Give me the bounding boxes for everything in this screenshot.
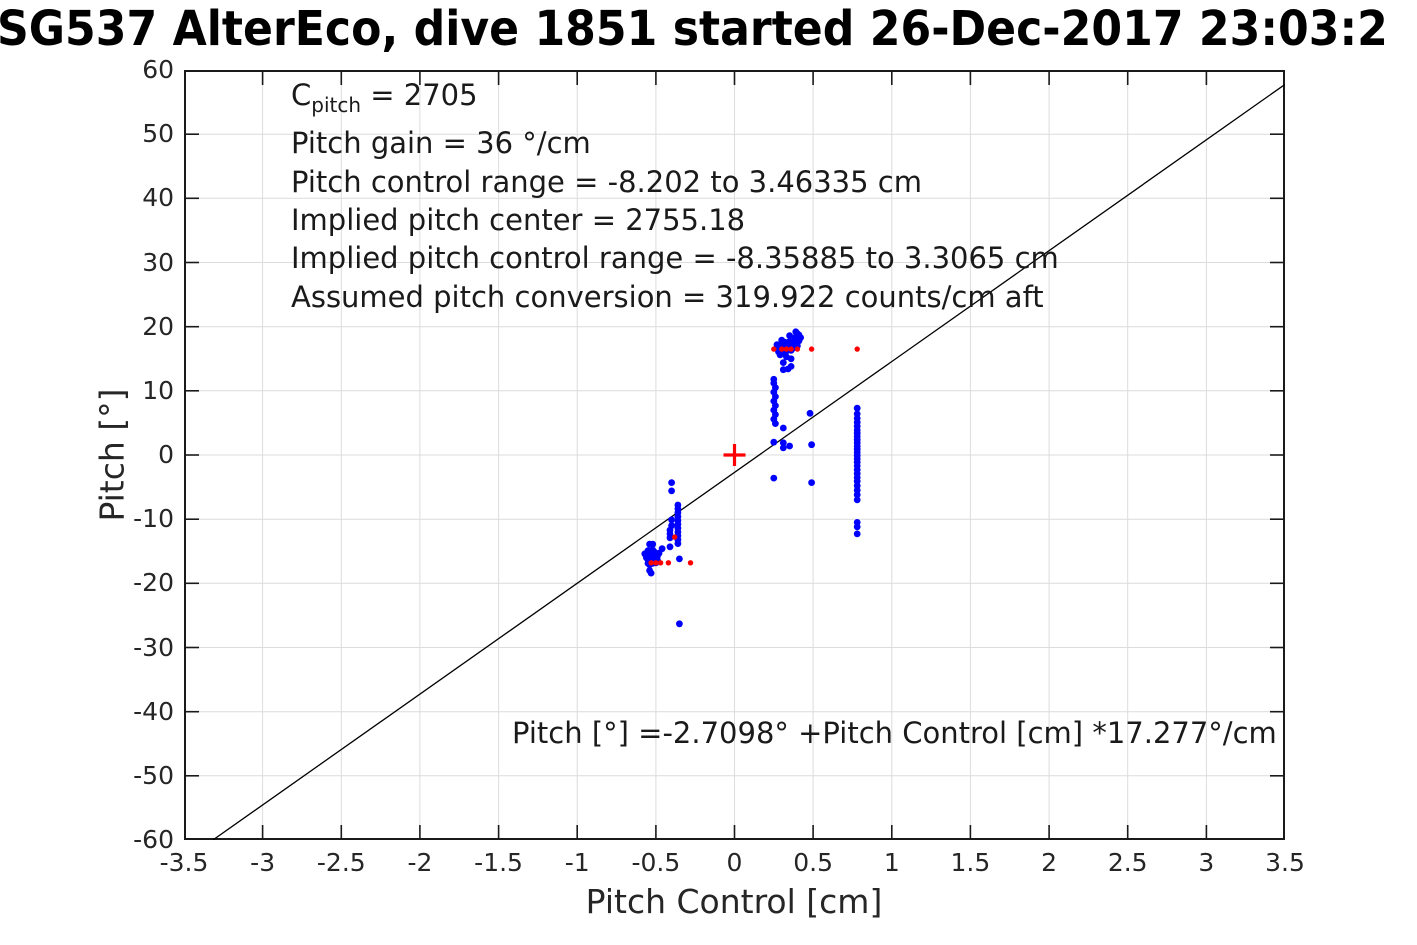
y-tick-label: 10 xyxy=(142,375,174,405)
data-point-blue_points xyxy=(797,334,804,341)
data-point-red_points xyxy=(648,560,654,566)
y-tick-label: 50 xyxy=(142,119,174,149)
calibration-info-line: Pitch gain = 36 °/cm xyxy=(291,126,591,161)
y-tick-label: 60 xyxy=(142,55,174,84)
data-point-blue_points xyxy=(772,420,779,427)
data-point-blue_points xyxy=(779,424,787,432)
x-tick-label: -1 xyxy=(564,848,590,877)
data-point-blue_points xyxy=(779,359,787,366)
data-point-red_points xyxy=(788,346,794,352)
fit-equation-label: Pitch [°] =-2.7098° +Pitch Control [cm] … xyxy=(512,716,1277,750)
y-tick-label: 0 xyxy=(158,440,174,469)
data-point-blue_points xyxy=(770,474,778,482)
data-point-blue_points xyxy=(668,522,675,529)
x-tick-label: 1.5 xyxy=(950,848,991,877)
plot-canvas xyxy=(184,70,1285,840)
data-point-blue_points xyxy=(666,543,674,551)
data-point-red_points xyxy=(794,346,801,352)
data-point-red_points xyxy=(687,560,694,566)
data-point-blue_points xyxy=(658,545,666,553)
x-tick-label: 0 xyxy=(726,848,743,877)
calibration-info-block: Cpitch = 2705 Pitch gain = 36 °/cm Pitch c… xyxy=(291,76,1059,316)
data-point-blue_points xyxy=(647,569,655,577)
data-point-red_points xyxy=(854,346,860,352)
y-tick-label: 30 xyxy=(142,247,174,277)
data-point-blue_points xyxy=(853,523,861,531)
x-tick-label: -1.5 xyxy=(474,848,523,877)
y-tick-label: -50 xyxy=(133,760,174,790)
data-point-blue_points xyxy=(786,332,793,339)
data-point-blue_points xyxy=(853,496,861,504)
x-tick-label: 2 xyxy=(1041,848,1058,877)
data-point-blue_points xyxy=(666,534,674,542)
axis-box xyxy=(184,70,1285,840)
data-point-blue_points xyxy=(668,487,675,495)
x-tick-label: -3 xyxy=(250,848,276,877)
data-point-red_points xyxy=(771,346,777,352)
x-tick-label: -2 xyxy=(407,848,433,877)
data-point-blue_points xyxy=(649,540,657,548)
data-point-red_points xyxy=(779,346,785,352)
data-point-blue_points xyxy=(853,404,861,412)
plot-area: Cpitch = 2705 Pitch gain = 36 °/cm Pitch c… xyxy=(184,70,1285,840)
data-point-blue_points xyxy=(808,441,815,449)
data-point-red_points xyxy=(783,346,790,352)
data-point-blue_points xyxy=(674,540,682,547)
data-point-blue_points xyxy=(808,479,815,486)
data-point-blue_points xyxy=(668,479,675,486)
data-point-blue_points xyxy=(676,555,683,563)
pitch-center-marker xyxy=(723,444,746,466)
y-axis-label: Pitch [°] xyxy=(92,388,132,522)
data-point-blue_points xyxy=(786,442,793,450)
y-tick-label: -10 xyxy=(133,504,174,534)
x-tick-label: -0.5 xyxy=(631,848,681,877)
calibration-info-line: Pitch control range = -8.202 to 3.46335 … xyxy=(291,164,922,199)
x-axis-label: Pitch Control [cm] xyxy=(585,882,883,921)
x-tick-label: 3 xyxy=(1198,848,1215,877)
data-point-blue_points xyxy=(787,363,795,370)
data-point-red_points xyxy=(653,560,659,566)
calibration-info-line: Implied pitch control range = -8.35885 t… xyxy=(291,241,1059,276)
x-tick-label: 0.5 xyxy=(793,848,834,877)
chart-title: SG537 AlterEco, dive 1851 started 26-Dec… xyxy=(0,1,1388,57)
data-point-blue_points xyxy=(770,438,778,446)
y-tick-label: -60 xyxy=(133,825,174,854)
x-tick-label: 2.5 xyxy=(1107,848,1148,877)
calibration-info-line: Assumed pitch conversion = 319.922 count… xyxy=(291,279,1044,314)
y-tick-label: 40 xyxy=(142,183,174,213)
data-point-red_points xyxy=(657,560,664,566)
y-tick-label: -30 xyxy=(133,632,174,662)
data-point-blue_points xyxy=(853,530,861,538)
calibration-info-line: Cpitch = 2705 xyxy=(291,78,478,117)
data-point-blue_points xyxy=(779,444,787,452)
data-point-blue_points xyxy=(668,516,675,524)
y-tick-label: 20 xyxy=(142,311,174,341)
data-point-blue_points xyxy=(676,620,683,628)
data-point-blue_points xyxy=(853,491,861,499)
x-tick-label: -2.5 xyxy=(316,848,366,877)
data-point-red_points xyxy=(665,560,672,566)
data-point-red_points xyxy=(808,346,815,352)
x-tick-label: 1 xyxy=(883,848,900,877)
x-tick-label: 3.5 xyxy=(1265,848,1305,877)
x-tick-label: -3.5 xyxy=(159,848,209,877)
data-point-blue_points xyxy=(806,409,814,417)
fit-line xyxy=(212,83,1285,840)
calibration-info-line: Implied pitch center = 2755.18 xyxy=(291,203,746,238)
data-point-blue_points xyxy=(779,439,787,447)
data-point-blue_points xyxy=(787,355,795,363)
y-tick-label: -20 xyxy=(133,568,174,598)
data-point-red_points xyxy=(672,534,678,540)
y-tick-label: -40 xyxy=(133,696,174,726)
